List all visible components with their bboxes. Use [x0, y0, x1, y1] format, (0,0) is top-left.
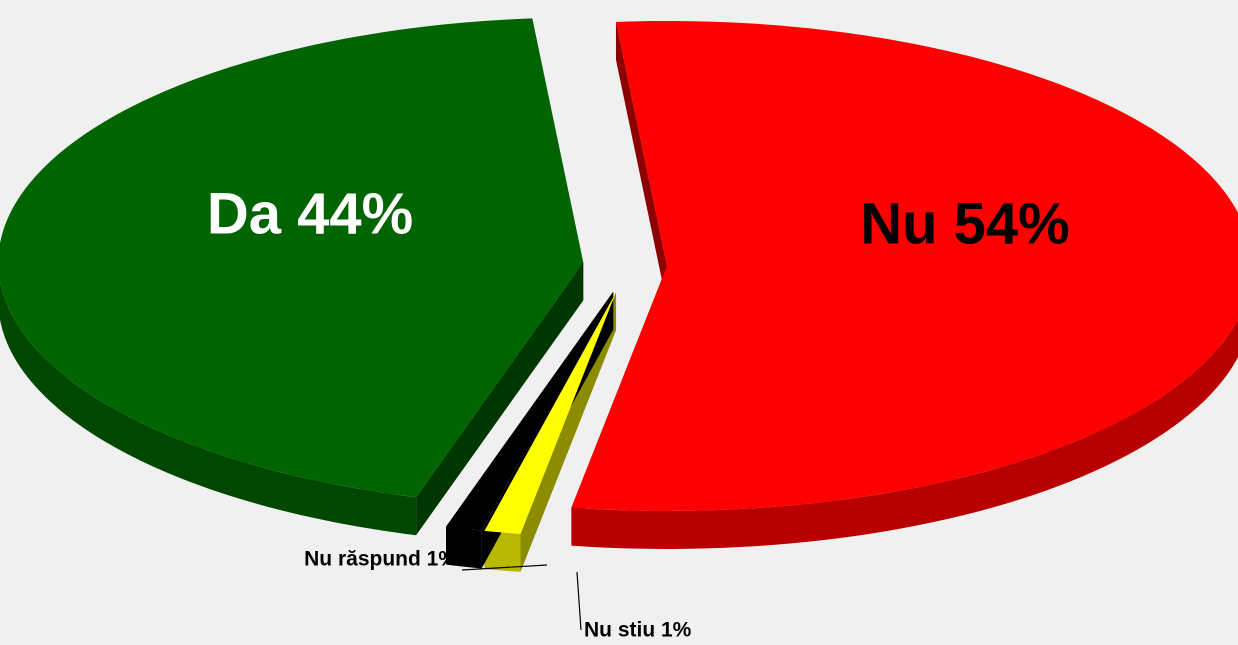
slice-top: [484, 292, 617, 534]
slice-wall: [0, 281, 417, 536]
slice-wall: [571, 319, 1238, 549]
slice-label: Nu stiu 1%: [584, 619, 692, 642]
slice-top: [446, 291, 614, 531]
slice-tops: [0, 18, 1238, 534]
slice-edge: [615, 21, 667, 304]
slice-label: Nu 54%: [860, 191, 1070, 256]
slice-label: Nu răspund 1%: [304, 548, 457, 571]
slice-label: Da 44%: [207, 181, 413, 246]
slice-wall: [446, 526, 482, 569]
slice-edge: [416, 262, 584, 536]
slice-top: [0, 18, 584, 498]
leader-line: [461, 564, 548, 571]
leader-line: [576, 571, 582, 631]
slice-top: [571, 20, 1238, 511]
